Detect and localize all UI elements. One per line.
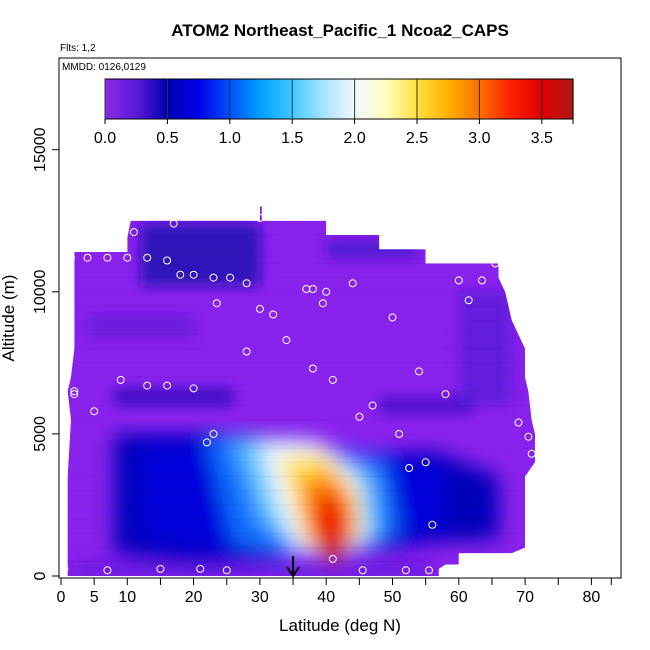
observation-point (388, 313, 397, 322)
observation-point (527, 449, 536, 458)
colorbar-tick-label: 3.5 (531, 130, 553, 147)
observation-point (355, 412, 364, 421)
y-tick-label: 0 (32, 571, 49, 580)
concentration-field (67, 206, 535, 576)
colorbar: 0.0 0.5 1.0 1.5 2.0 2.5 3.0 3.5 (94, 78, 574, 147)
observation-point (163, 381, 172, 390)
observation-point (491, 259, 500, 268)
x-tick-label: 30 (251, 589, 269, 606)
x-axis: 0 5 10 20 30 40 50 60 70 80 (57, 578, 612, 606)
observation-point (212, 299, 221, 308)
observation-point (401, 566, 410, 575)
observation-point (90, 407, 99, 416)
observation-points (60, 213, 536, 575)
observation-point (308, 285, 317, 293)
observation-point (70, 387, 79, 396)
observation-point (66, 253, 75, 262)
observation-point (405, 464, 414, 472)
observation-point (222, 566, 231, 575)
observation-point (428, 520, 437, 529)
observation-point (368, 401, 377, 410)
observation-point (308, 364, 317, 373)
observation-point (282, 336, 291, 345)
flights-label: Flts: 1,2 (60, 43, 96, 54)
observation-point (143, 381, 152, 390)
chart-title: ATOM2 Northeast_Pacific_1 Ncoa2_CAPS (171, 21, 509, 40)
x-tick-label: 20 (185, 589, 203, 606)
x-tick-label: 50 (384, 589, 402, 606)
latitude-marker-arrow (286, 556, 300, 578)
observation-point (242, 347, 251, 356)
colorbar-tick-label: 2.5 (406, 130, 428, 147)
observation-point (209, 429, 218, 438)
observation-point (269, 310, 278, 319)
y-axis: 0 5000 10000 15000 (32, 127, 59, 580)
x-tick-label: 10 (118, 589, 136, 606)
x-tick-label: 0 (57, 589, 66, 606)
observation-point (255, 213, 264, 222)
colorbar-tick-label: 0.5 (156, 130, 178, 147)
observation-point (395, 429, 404, 438)
observation-point (189, 270, 198, 279)
observation-point (103, 253, 112, 262)
observation-point (116, 375, 125, 384)
colorbar-tick-label: 0.0 (94, 130, 116, 147)
x-tick-label: 60 (450, 589, 468, 606)
observation-point (328, 375, 337, 384)
observation-point (358, 566, 367, 575)
observation-point (415, 367, 423, 376)
observation-point (202, 438, 211, 447)
mmdd-label: MMDD: 0126,0129 (62, 62, 146, 73)
observation-point (163, 256, 172, 265)
y-tick-label: 5000 (32, 416, 49, 452)
observation-point (226, 273, 235, 282)
y-axis-label: Altitude (m) (0, 275, 18, 362)
observation-point (514, 418, 523, 427)
observation-point (421, 458, 430, 467)
observation-point (156, 564, 165, 573)
y-tick-label: 15000 (32, 127, 49, 172)
observation-point (60, 564, 69, 573)
observation-point (143, 253, 152, 262)
plot-frame (58, 57, 622, 579)
observation-point (322, 287, 331, 296)
observation-point (176, 270, 185, 279)
observation-point (454, 276, 463, 285)
x-tick-label: 70 (516, 589, 534, 606)
observation-point (83, 253, 92, 262)
colorbar-tick-label: 3.0 (468, 130, 490, 147)
observation-point (242, 279, 251, 288)
observation-point (255, 304, 264, 313)
observation-point (521, 552, 530, 561)
observation-point (103, 566, 112, 575)
observation-point (70, 390, 79, 399)
observation-point (318, 299, 327, 308)
observation-point (196, 564, 205, 573)
y-tick-label: 10000 (32, 269, 49, 314)
x-tick-label: 80 (583, 589, 601, 606)
observation-point (464, 296, 473, 305)
observation-point (441, 390, 450, 399)
observation-point (425, 566, 433, 575)
observation-point (524, 432, 533, 441)
x-tick-label: 40 (317, 589, 335, 606)
colorbar-tick-label: 1.5 (281, 130, 303, 147)
observation-point (478, 276, 486, 285)
observation-point (209, 273, 218, 282)
colorbar-tick-label: 1.0 (219, 130, 241, 147)
x-axis-label: Latitude (deg N) (279, 616, 401, 635)
observation-point (348, 279, 357, 288)
observation-point (189, 384, 198, 393)
colorbar-tick-label: 2.0 (343, 130, 365, 147)
observation-point (129, 228, 138, 237)
observation-point (169, 219, 178, 228)
observation-point (328, 554, 337, 563)
observation-point (123, 253, 132, 262)
x-tick-label: 5 (90, 589, 99, 606)
